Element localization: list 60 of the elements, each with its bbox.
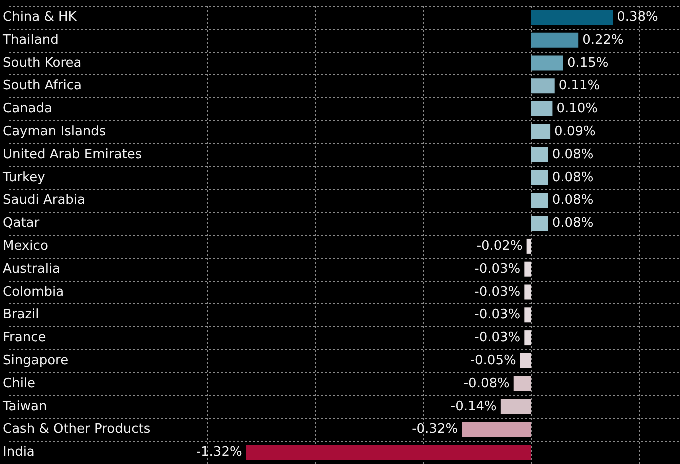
y-tick-label: Canada bbox=[3, 102, 52, 117]
y-tick-label: Chile bbox=[3, 376, 36, 392]
y-tick-label: Cash & Other Products bbox=[3, 422, 151, 438]
data-label: -0.03% bbox=[474, 308, 521, 323]
data-label: 0.08% bbox=[552, 170, 594, 186]
data-label: 0.08% bbox=[552, 216, 594, 232]
y-tick-label: South Korea bbox=[3, 56, 82, 71]
data-label: -0.32% bbox=[412, 422, 458, 438]
y-tick-label: Taiwan bbox=[2, 399, 48, 414]
data-label: -1.32% bbox=[196, 445, 242, 460]
bar bbox=[531, 102, 553, 117]
y-tick-label: India bbox=[3, 445, 35, 460]
bar bbox=[524, 262, 532, 277]
bar bbox=[531, 32, 579, 48]
bar bbox=[520, 353, 532, 368]
bar bbox=[531, 78, 555, 94]
data-label: 0.11% bbox=[558, 78, 600, 94]
data-label: 0.15% bbox=[567, 56, 609, 71]
y-tick-label: South Africa bbox=[3, 78, 82, 94]
bar bbox=[531, 216, 548, 232]
bar bbox=[524, 308, 532, 323]
data-label: -0.03% bbox=[474, 330, 521, 346]
y-tick-label: France bbox=[3, 330, 46, 346]
y-tick-label: Colombia bbox=[3, 284, 64, 300]
data-label: -0.05% bbox=[470, 353, 516, 368]
data-label: -0.03% bbox=[474, 284, 521, 300]
bar bbox=[526, 238, 532, 254]
data-label: 0.22% bbox=[582, 32, 624, 48]
bar bbox=[531, 170, 548, 186]
bar bbox=[462, 422, 532, 438]
bar bbox=[531, 193, 548, 208]
data-label: -0.08% bbox=[464, 376, 510, 392]
bar bbox=[524, 284, 532, 300]
bar bbox=[531, 56, 564, 71]
data-label: -0.03% bbox=[474, 262, 521, 277]
y-tick-label: Saudi Arabia bbox=[3, 193, 86, 208]
bar bbox=[531, 147, 548, 162]
bar bbox=[500, 399, 532, 414]
bar bbox=[531, 10, 614, 25]
y-tick-label: Mexico bbox=[3, 238, 48, 254]
y-tick-label: United Arab Emirates bbox=[3, 147, 142, 162]
y-tick-label: Turkey bbox=[2, 170, 46, 186]
data-label: 0.08% bbox=[552, 193, 594, 208]
data-label: 0.10% bbox=[556, 102, 598, 117]
y-tick-label: China & HK bbox=[3, 10, 78, 25]
data-label: 0.08% bbox=[552, 147, 594, 162]
data-label: 0.38% bbox=[617, 10, 658, 25]
bar bbox=[514, 376, 532, 392]
y-tick-label: Australia bbox=[3, 262, 61, 277]
bar bbox=[524, 330, 532, 346]
y-tick-label: Qatar bbox=[3, 216, 40, 232]
data-label: -0.14% bbox=[450, 399, 497, 414]
bar bbox=[531, 124, 551, 140]
y-tick-label: Cayman Islands bbox=[3, 124, 106, 140]
data-label: -0.02% bbox=[476, 238, 523, 254]
data-label: 0.09% bbox=[554, 124, 596, 140]
y-tick-label: Singapore bbox=[3, 353, 69, 368]
y-tick-label: Thailand bbox=[2, 32, 59, 48]
bar bbox=[246, 445, 532, 460]
y-tick-label: Brazil bbox=[3, 308, 40, 323]
